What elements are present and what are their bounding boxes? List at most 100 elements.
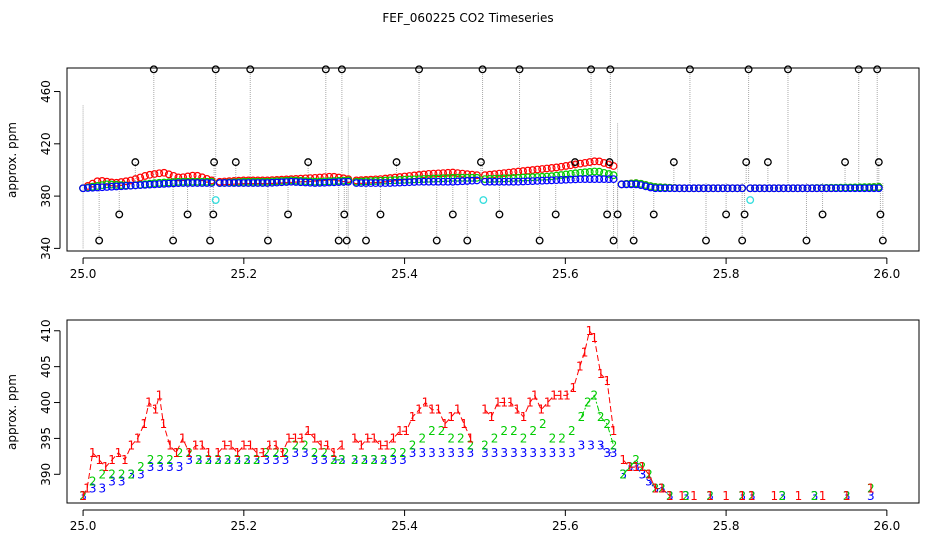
series-point xyxy=(301,178,310,187)
series-marker: 1 xyxy=(531,388,539,402)
series-marker: 1 xyxy=(357,439,365,453)
series-marker: 2 xyxy=(584,396,592,410)
series-marker: 1 xyxy=(160,417,168,431)
series-point xyxy=(400,178,409,187)
series-point xyxy=(538,172,547,181)
series-point xyxy=(704,184,713,193)
series-marker: 1 xyxy=(658,482,666,496)
outlier-point xyxy=(763,158,772,167)
series-point xyxy=(690,184,698,193)
series-marker: 3 xyxy=(195,453,203,467)
series-marker: 1 xyxy=(279,446,287,460)
series-point xyxy=(803,184,812,193)
series-point xyxy=(600,159,608,167)
series-point xyxy=(473,176,481,185)
series-point xyxy=(330,178,338,187)
top-y-tick-label: 460 xyxy=(39,80,53,103)
series-marker: 3 xyxy=(301,446,309,460)
series-marker: 1 xyxy=(179,431,187,445)
series-marker: 2 xyxy=(214,453,222,467)
series-marker: 1 xyxy=(447,410,455,424)
outlier-point xyxy=(231,158,240,167)
flagged-point xyxy=(211,196,220,204)
series-marker: 3 xyxy=(99,482,107,496)
series-marker: 1 xyxy=(819,489,827,503)
series-marker: 3 xyxy=(738,489,746,503)
series-marker: 1 xyxy=(557,388,565,402)
series-marker: 2 xyxy=(224,453,232,467)
series-marker: 3 xyxy=(811,489,819,503)
series-marker: 2 xyxy=(632,453,640,467)
outlier-point xyxy=(392,158,401,167)
series-point xyxy=(590,167,599,176)
outlier-point xyxy=(284,210,292,219)
outlier-point xyxy=(209,210,218,219)
series-point xyxy=(230,179,238,187)
series-marker: 2 xyxy=(370,453,378,467)
flagged-point xyxy=(746,196,755,204)
series-point xyxy=(552,171,561,180)
series-marker: 3 xyxy=(520,446,528,460)
series-point xyxy=(107,180,116,189)
series-marker: 3 xyxy=(263,453,271,467)
top-x-tick-label: 26.0 xyxy=(873,267,900,281)
series-point xyxy=(774,184,783,193)
series-marker: 2 xyxy=(520,431,528,445)
series-marker: 1 xyxy=(690,489,698,503)
outlier-point xyxy=(535,236,544,245)
series-marker: 1 xyxy=(79,489,87,503)
series-point xyxy=(793,184,802,193)
series-marker: 1 xyxy=(526,396,534,410)
series-point xyxy=(88,183,97,192)
series-point xyxy=(429,169,438,178)
series-point xyxy=(533,165,542,174)
series-point xyxy=(865,184,874,193)
series-marker: 2 xyxy=(195,453,203,467)
series-marker: 3 xyxy=(706,489,714,503)
outlier-point xyxy=(742,158,751,167)
series-point xyxy=(514,177,523,186)
series-marker: 1 xyxy=(266,439,274,453)
series-point xyxy=(174,179,183,187)
series-marker: 1 xyxy=(500,396,508,410)
series-point xyxy=(164,170,173,179)
series-marker: 3 xyxy=(282,453,290,467)
outlier-point xyxy=(609,236,618,245)
series-marker: 1 xyxy=(351,431,359,445)
series-marker: 1 xyxy=(576,360,584,374)
series-point xyxy=(604,170,613,178)
series-point xyxy=(514,173,523,182)
series-marker: 2 xyxy=(510,424,518,438)
outlier-point xyxy=(334,236,343,245)
top-y-tick-label: 420 xyxy=(39,132,53,155)
series-point xyxy=(784,184,793,193)
series-marker: 1 xyxy=(390,431,398,445)
series-point xyxy=(263,179,272,187)
series-point xyxy=(836,184,845,193)
bottom-x-tick-label: 25.8 xyxy=(713,519,740,533)
series-point xyxy=(817,184,826,193)
series-point xyxy=(376,179,385,187)
series-point xyxy=(495,177,504,186)
series-marker: 3 xyxy=(510,446,518,460)
series-point xyxy=(458,177,467,186)
series-point xyxy=(439,169,448,177)
series-marker: 3 xyxy=(351,453,359,467)
series-point xyxy=(405,178,414,187)
series-marker: 3 xyxy=(108,474,116,488)
series-point xyxy=(344,177,353,186)
series-point xyxy=(808,184,817,193)
outlier-point xyxy=(95,236,104,245)
outlier-point xyxy=(551,210,560,219)
outlier-point xyxy=(495,210,504,219)
series-marker: 2 xyxy=(500,424,508,438)
series-marker: 1 xyxy=(338,439,346,453)
series-marker: 1 xyxy=(370,431,378,445)
series-point xyxy=(249,179,257,187)
series-marker: 1 xyxy=(513,403,521,417)
series-marker: 1 xyxy=(570,381,578,395)
series-marker: 1 xyxy=(172,446,180,460)
series-marker: 2 xyxy=(748,489,756,503)
series-point xyxy=(225,179,234,187)
series-marker: 3 xyxy=(176,460,184,474)
